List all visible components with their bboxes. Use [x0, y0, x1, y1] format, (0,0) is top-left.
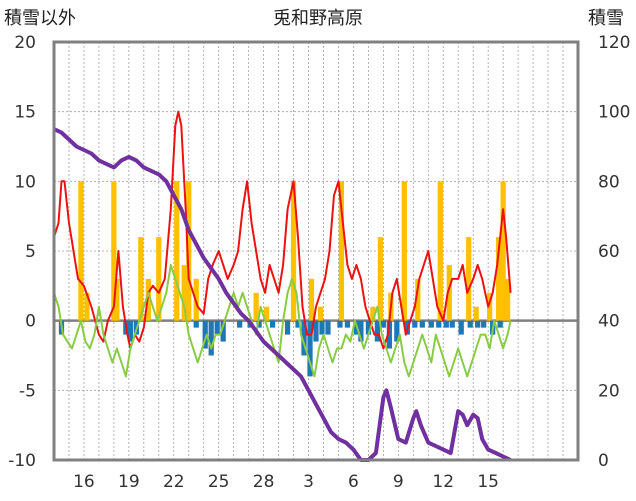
x-tick-label: 6	[348, 472, 359, 492]
precip-bar	[263, 306, 270, 321]
snow-change-bar	[394, 320, 400, 342]
snow-change-bar	[202, 320, 208, 349]
snow-change-bar	[337, 320, 343, 328]
x-axis-ticks: 16 19 22 25 28 3 6 9 12 15	[73, 472, 499, 492]
precip-bar	[78, 181, 84, 321]
left-tick-label: -10	[8, 451, 36, 471]
precip-bar	[466, 237, 472, 321]
precip-bar	[496, 237, 502, 321]
snow-change-bar	[412, 320, 418, 328]
snow-change-bar	[256, 320, 262, 328]
right-axis-title: 積雪	[588, 8, 624, 29]
left-tick-label: 20	[14, 33, 36, 53]
snow-change-bar	[419, 320, 425, 328]
x-tick-label: 9	[393, 472, 404, 492]
precip-bar	[186, 181, 192, 321]
snow-change-bar	[301, 320, 307, 356]
snow-change-bar	[237, 320, 243, 328]
snow-change-bar	[127, 320, 133, 342]
snow-depth-line	[53, 127, 512, 462]
snow-change-bar	[220, 320, 226, 342]
snow-change-bar	[443, 320, 449, 328]
snow-change-bar	[449, 320, 455, 328]
precip-bar	[156, 237, 162, 321]
precip-bar	[181, 264, 187, 321]
snow-change-bar	[428, 320, 434, 328]
left-tick-label: 10	[14, 172, 36, 192]
snow-change-bar	[436, 320, 442, 328]
precip-bar	[253, 292, 259, 321]
snow-change-bar	[307, 320, 313, 377]
snow-change-bar	[358, 320, 364, 342]
precip-bar	[317, 306, 324, 321]
snow-change-bar	[269, 320, 276, 328]
snow-change-bar	[458, 320, 464, 335]
left-tick-label: 15	[14, 103, 36, 123]
snow-change-bar	[497, 320, 503, 328]
right-axis-ticks: 120 100 80 60 40 20 0	[598, 33, 630, 471]
precip-bar	[370, 306, 376, 321]
plot-frame	[52, 40, 580, 462]
snow-change-bar	[284, 320, 291, 335]
right-tick-label: 60	[598, 242, 620, 262]
precip-bar	[338, 181, 345, 321]
precip-bar	[500, 181, 506, 321]
snow-change-bar	[386, 320, 392, 349]
snow-change-bar	[214, 320, 220, 335]
x-tick-label: 28	[253, 472, 275, 492]
precip-bar	[377, 237, 383, 321]
snow-change-bar	[374, 320, 381, 342]
x-tick-label: 19	[118, 472, 140, 492]
precip-bar	[114, 278, 120, 321]
snow-change-bar	[295, 320, 301, 328]
precip-bar	[308, 278, 315, 321]
x-tick-label: 12	[432, 472, 454, 492]
snow-change-bar	[313, 320, 319, 342]
right-tick-label: 40	[598, 312, 620, 332]
snow-change-bar	[208, 320, 214, 356]
precip-bar	[437, 181, 443, 321]
left-tick-label: -5	[19, 381, 36, 401]
right-tick-label: 20	[598, 381, 620, 401]
precip-bar	[473, 306, 479, 321]
precip-bar	[174, 181, 180, 321]
snow-change-bar	[193, 320, 199, 328]
precip-bar	[111, 181, 117, 321]
precip-bar	[138, 237, 144, 321]
precip-bar	[487, 292, 493, 321]
x-tick-label: 3	[303, 472, 314, 492]
x-tick-label: 22	[163, 472, 185, 492]
snow-change-bar	[467, 320, 473, 328]
right-tick-label: 0	[598, 451, 609, 471]
snow-change-bar	[481, 320, 487, 328]
snow-change-bar	[475, 320, 481, 328]
precip-bar	[446, 264, 452, 321]
min-temp-line	[53, 263, 512, 378]
snow-change-bar	[319, 320, 325, 335]
left-tick-label: 0	[25, 312, 36, 332]
left-tick-label: 5	[25, 242, 36, 262]
snow-change-bar	[325, 320, 331, 335]
series-lines	[53, 110, 512, 462]
precip-bar	[290, 181, 297, 321]
x-tick-label: 15	[477, 472, 499, 492]
precip-bar	[505, 278, 511, 321]
precip-bar	[84, 292, 90, 321]
left-axis-title: 積雪以外	[4, 8, 76, 29]
x-tick-label: 16	[73, 472, 95, 492]
right-tick-label: 80	[598, 172, 620, 192]
precip-bar	[415, 278, 421, 321]
precip-bar	[401, 181, 407, 321]
x-tick-label: 25	[208, 472, 230, 492]
snow-change-bar	[344, 320, 351, 328]
left-axis-ticks: 20 15 10 5 0 -5 -10	[8, 33, 36, 471]
right-tick-label: 120	[598, 33, 630, 53]
chart-title: 兎和野高原	[273, 8, 363, 29]
right-tick-label: 100	[598, 103, 630, 123]
snow-change-bar	[365, 320, 372, 335]
snow-change-bar	[380, 320, 386, 328]
